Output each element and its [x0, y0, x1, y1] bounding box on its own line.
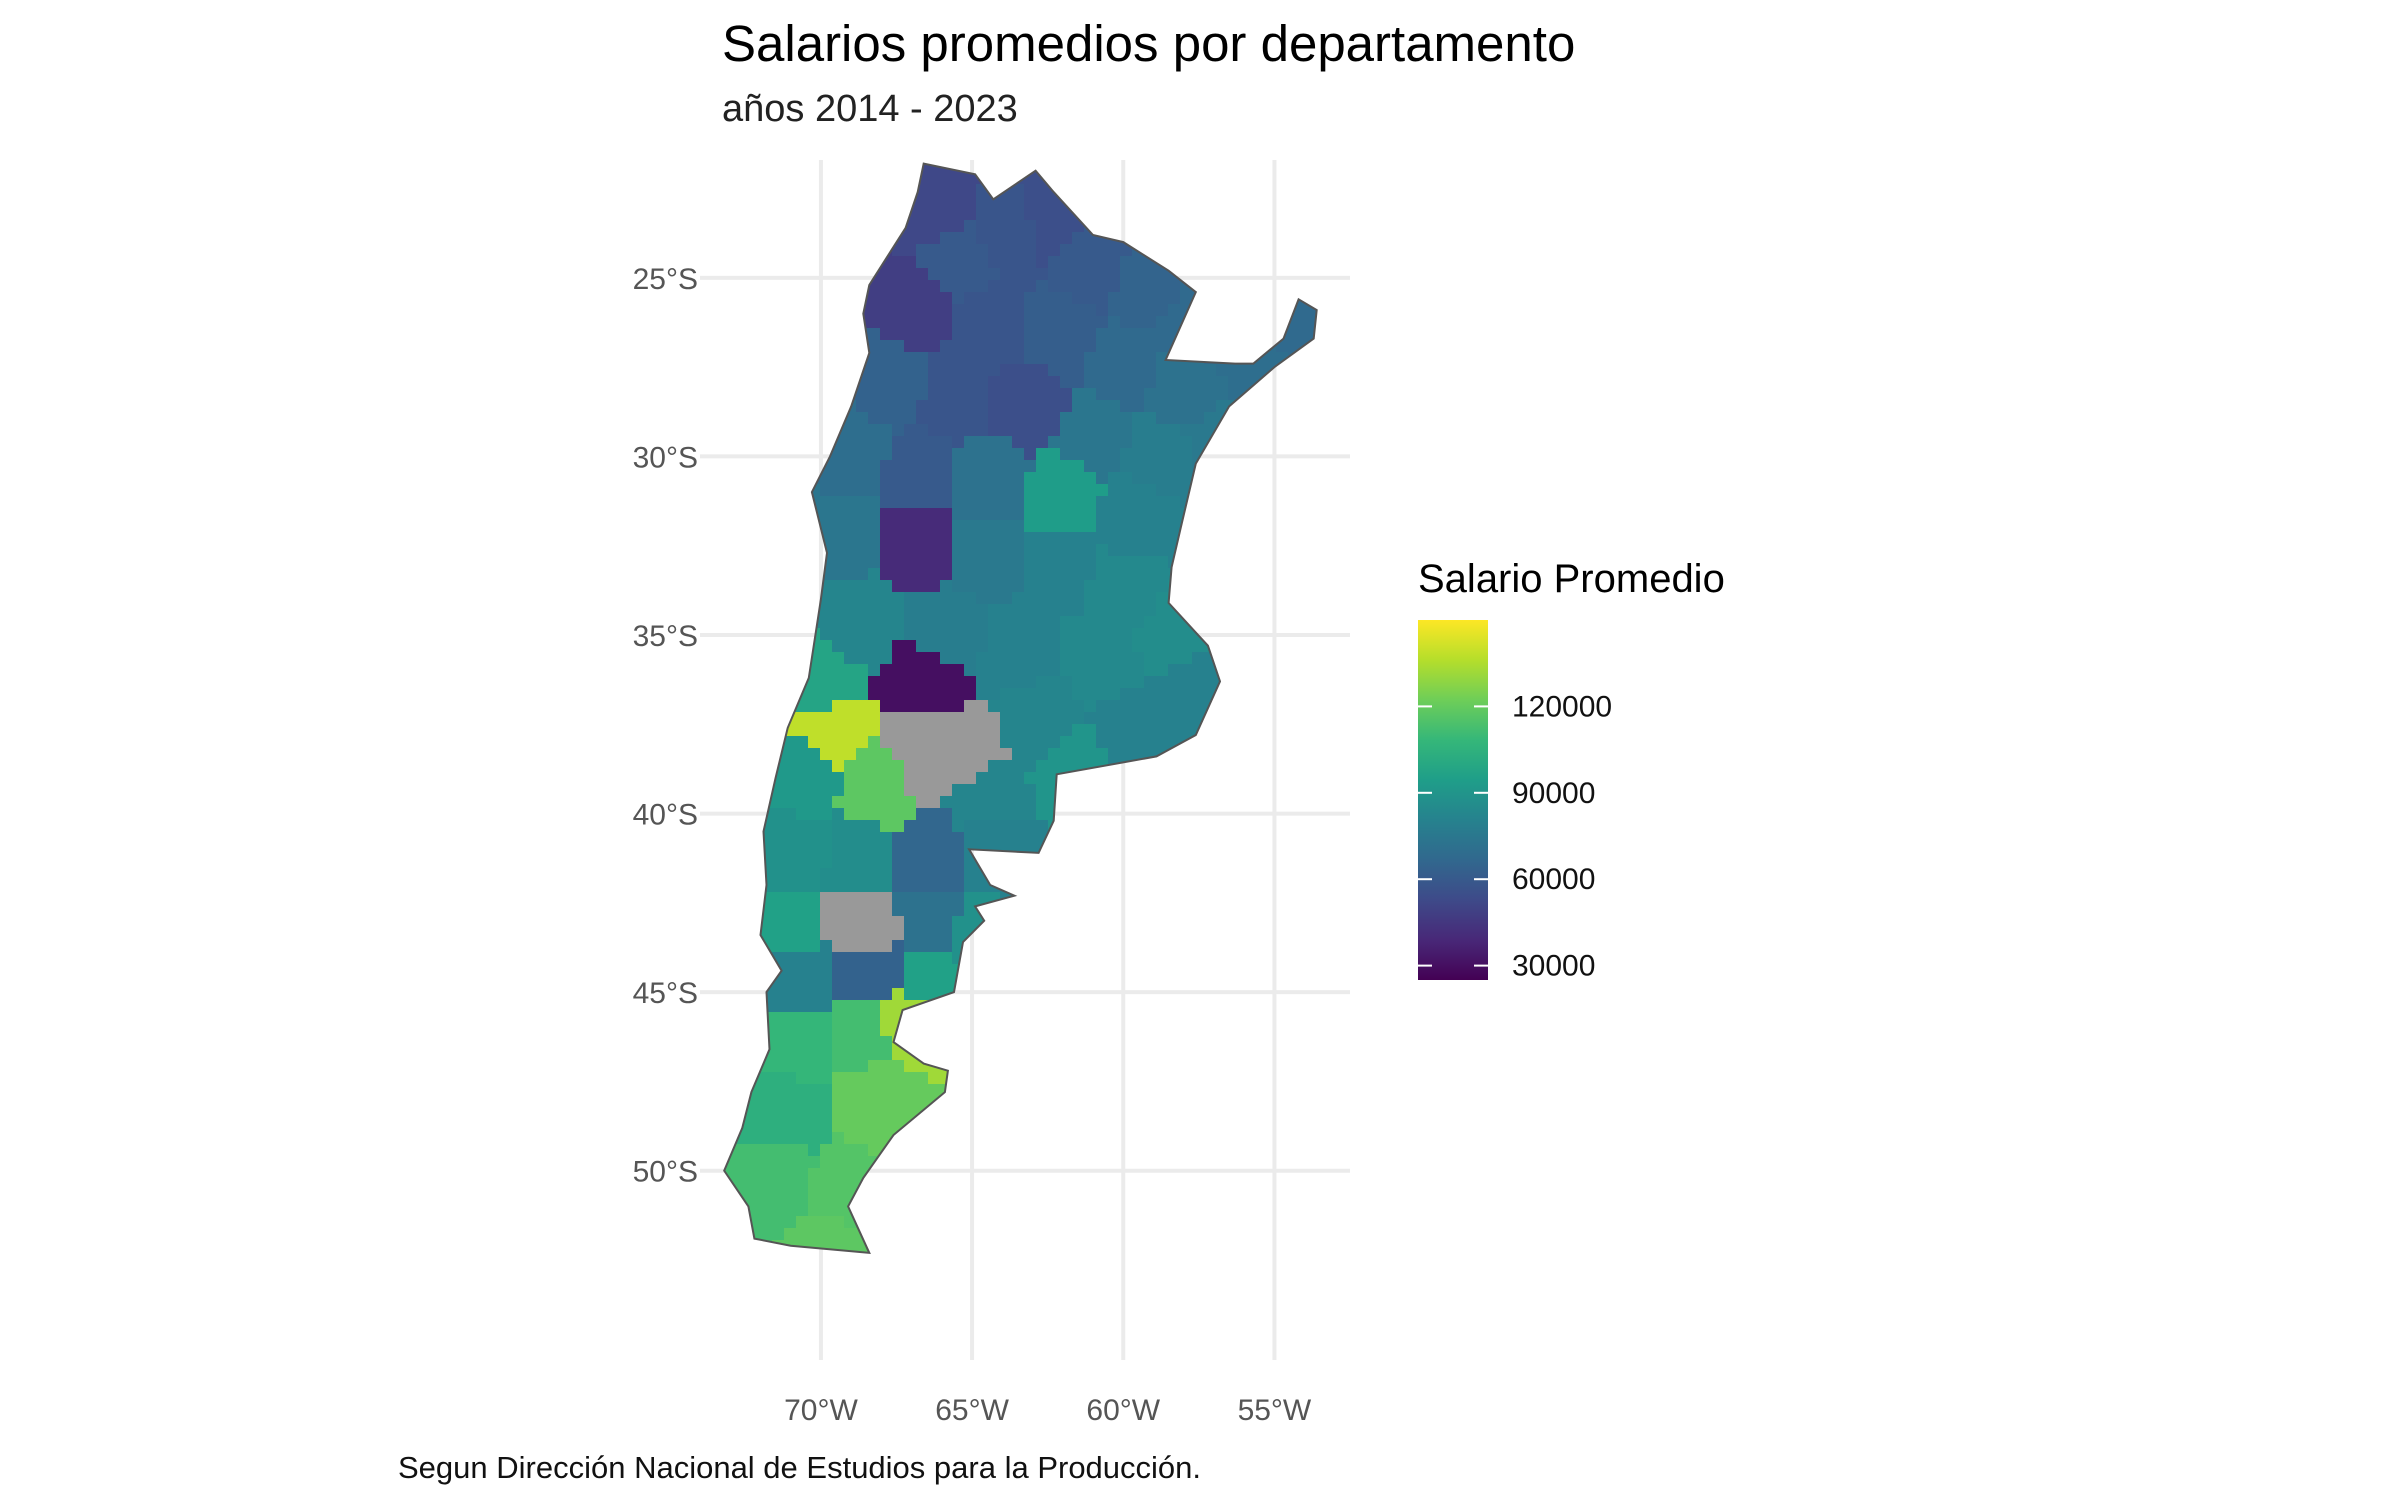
x-tick-label: 70°W	[784, 1394, 858, 1427]
legend-tick-label: 60000	[1512, 863, 1595, 896]
y-tick-label: 40°S	[633, 799, 698, 832]
department-region	[904, 1022, 908, 1026]
x-tick-label: 65°W	[935, 1394, 1009, 1427]
y-tick-label: 25°S	[633, 263, 698, 296]
legend-title: Salario Promedio	[1418, 557, 1725, 601]
y-tick-label: 50°S	[633, 1156, 698, 1189]
y-tick-label: 35°S	[633, 620, 698, 653]
legend-tick-label: 30000	[1512, 950, 1595, 983]
department-region	[1254, 347, 1258, 351]
chart-subtitle: años 2014 - 2023	[722, 88, 1018, 130]
legend-colorbar	[1418, 620, 1488, 980]
y-tick-label: 30°S	[633, 441, 698, 474]
chart-caption: Segun Dirección Nacional de Estudios par…	[398, 1450, 1202, 1485]
country-border	[723, 162, 1318, 1255]
x-axis-tick-labels: 70°W 65°W 60°W 55°W	[784, 1394, 1312, 1427]
argentina-outline	[724, 163, 1317, 1253]
x-tick-label: 60°W	[1086, 1394, 1160, 1427]
legend-ticks: 30000 60000 90000 120000	[1418, 690, 1612, 983]
chart-title: Salarios promedios por departamento	[722, 15, 1576, 72]
legend-tick-label: 90000	[1512, 777, 1595, 810]
y-tick-label: 45°S	[633, 977, 698, 1010]
y-axis-tick-labels: 25°S 30°S 35°S 40°S 45°S 50°S	[633, 263, 698, 1189]
color-legend: Salario Promedio 30000 60000 90000 120000	[1418, 557, 1725, 983]
x-tick-label: 55°W	[1238, 1394, 1312, 1427]
legend-tick-label: 120000	[1512, 690, 1612, 723]
department-region	[1215, 447, 1219, 451]
department-region	[1188, 322, 1192, 326]
